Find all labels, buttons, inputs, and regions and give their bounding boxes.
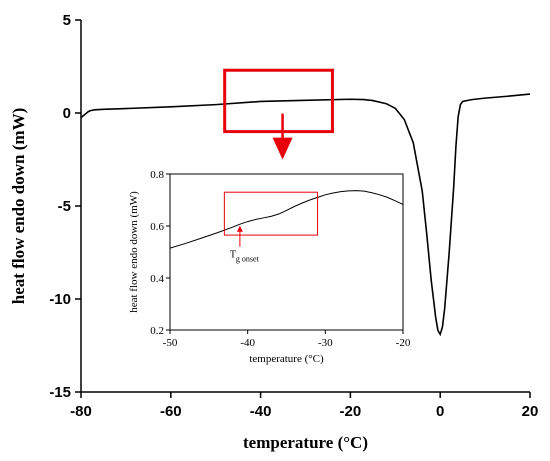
main-ticks: -80 -60 -40 -20 0 20 5 0 -5 -10 -15 [49,12,538,420]
main-x-tick-label: -60 [160,403,182,420]
main-plot: -80 -60 -40 -20 0 20 5 0 -5 -10 -15 temperature (°… [9,12,538,452]
main-x-tick-label: -40 [250,403,272,420]
main-x-tick-label: 20 [522,403,539,420]
main-zoom-arrow [272,113,293,160]
inset-y-tick-label: 0.8 [150,169,164,181]
main-x-tick-label: -80 [70,403,92,420]
inset-ticks: -50 -40 -30 -20 0.8 0.6 0.4 0.2 [150,169,411,349]
main-arrow-head [272,137,293,160]
tg-onset-label-sub: g onset [236,255,260,264]
inset-series-line [169,190,404,249]
main-highlight-box [223,68,334,134]
inset-y-tick-label: 0.4 [150,273,164,285]
inset-y-tick-label: 0.2 [150,325,164,337]
tg-onset-label-main: T [230,250,236,261]
main-y-tick-label: -10 [49,291,71,308]
inset-x-tick-label: -40 [240,337,255,349]
inset-x-tick-label: -20 [396,337,411,349]
inset-y-axis-label: heat flow endo down (mW) [128,191,140,313]
main-y-tick-label: 0 [63,105,71,122]
main-y-axis-label: heat flow endo down (mW) [9,108,28,304]
inset-plot: -50 -40 -30 -20 0.8 0.6 0.4 0.2 T g onset tempe… [128,169,411,365]
main-x-axis-label: temperature (°C) [243,433,368,452]
inset-highlight-box [223,191,319,236]
main-y-tick-label: -15 [49,384,71,401]
main-series-line [80,93,531,337]
inset-frame [169,173,404,331]
main-y-tick-label: -5 [58,198,71,215]
inset-x-tick-label: -50 [163,337,178,349]
inset-axes [169,173,404,331]
tg-arrow-head [236,225,243,232]
inset-y-tick-label: 0.6 [150,221,164,233]
inset-x-axis-label: temperature (°C) [249,353,324,365]
tg-onset-annotation: T g onset [230,225,260,264]
main-y-tick-label: 5 [63,12,71,29]
inset-background [170,174,403,330]
inset-x-tick-label: -30 [318,337,333,349]
main-x-tick-label: -20 [340,403,362,420]
main-x-tick-label: 0 [436,403,444,420]
